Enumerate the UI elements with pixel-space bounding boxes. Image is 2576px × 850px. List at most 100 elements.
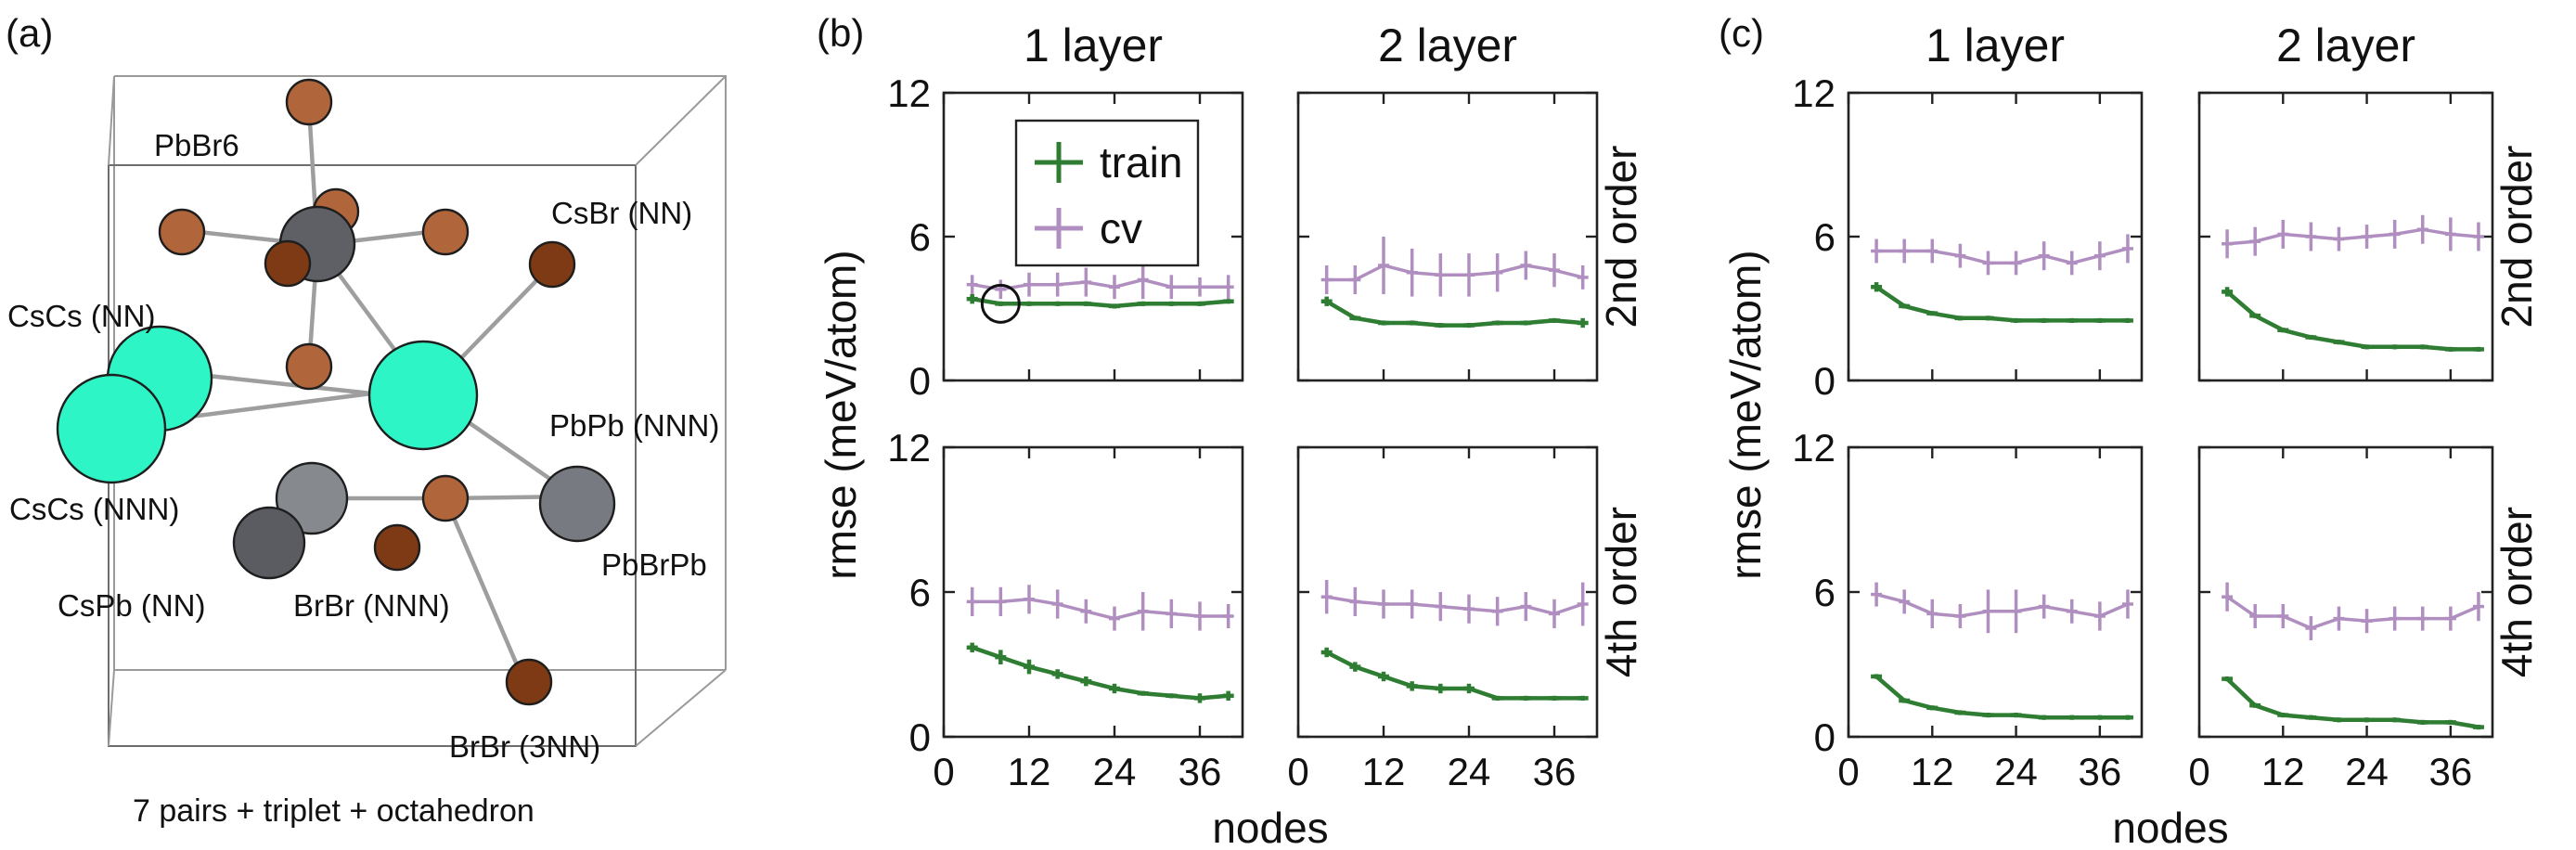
y-tick-label: 6 — [909, 215, 931, 259]
cv-series-line — [972, 277, 1229, 291]
br-atom — [158, 208, 206, 256]
label-pbbr6: PbBr6 — [154, 128, 239, 162]
x-tick-label: 12 — [1911, 750, 1954, 793]
x-tick-label: 12 — [1362, 750, 1406, 793]
x-tick-label: 24 — [1093, 750, 1137, 793]
plot-frame — [942, 445, 1244, 739]
atoms — [56, 78, 616, 706]
cv-series-line — [2226, 595, 2479, 630]
y-tick-label: 12 — [1792, 426, 1835, 470]
subplot: 0 6 12 0 12 24 36 — [887, 426, 1244, 793]
x-axis-label: nodes — [2112, 804, 2228, 850]
y-tick-label: 12 — [887, 426, 931, 470]
x-tick-label: 36 — [2428, 750, 2472, 793]
label-cspb-nn: CsPb (NN) — [58, 588, 206, 623]
y-tick-label: 6 — [1814, 571, 1835, 614]
label-pbbrpb: PbBrPb — [601, 547, 707, 582]
train-series-line — [1874, 675, 2128, 720]
y-tick-label: 6 — [909, 571, 931, 614]
y-tick-label: 0 — [1814, 715, 1835, 759]
br-atom — [421, 474, 470, 522]
row-label: 4th order — [2492, 507, 2541, 677]
train-series-line — [972, 296, 1229, 309]
subplot: 2nd order — [2197, 91, 2541, 382]
structure-caption: 7 pairs + triplet + octahedron — [133, 793, 535, 829]
y-tick-label: 6 — [1814, 215, 1835, 259]
plot-frame — [1296, 91, 1599, 382]
x-tick-label: 0 — [2188, 750, 2209, 793]
cv-series-line — [972, 598, 1229, 621]
row-label: 2nd order — [1597, 146, 1645, 328]
train-series-line — [971, 645, 1229, 701]
column-title: 1 layer — [1024, 19, 1163, 71]
x-tick-label: 12 — [2261, 750, 2305, 793]
panel-label-a: (a) — [6, 11, 53, 55]
y-tick-label: 12 — [887, 71, 931, 115]
y-tick-label: 0 — [909, 359, 931, 403]
legend-cv-label: cv — [1100, 204, 1142, 252]
x-tick-label: 24 — [1994, 750, 2038, 793]
cv-series-line — [1326, 264, 1584, 282]
subplot: 0 12 24 36 4th order — [2188, 445, 2541, 793]
column-title: 2 layer — [1378, 19, 1517, 71]
subplot: 0 6 12 — [1792, 71, 2144, 403]
legend-train-label: train — [1100, 138, 1182, 187]
highlight-circle — [980, 283, 1021, 324]
train-series-line — [1325, 650, 1583, 701]
subplot: 0 12 24 36 4th order — [1287, 445, 1645, 793]
cs-atom — [56, 373, 167, 484]
label-brbr-nnn: BrBr (NNN) — [293, 588, 450, 623]
subplot: 2nd order — [1296, 91, 1645, 382]
cv-series-line — [1326, 595, 1584, 616]
x-tick-label: 36 — [1179, 750, 1222, 793]
cv-series-line — [1876, 247, 2129, 265]
row-label: 2nd order — [2492, 146, 2541, 328]
br-atom — [528, 240, 576, 289]
plot-frame — [2197, 91, 2494, 382]
br-atom — [505, 658, 553, 706]
train-series-line — [1874, 285, 2128, 323]
label-csbr-nn: CsBr (NN) — [551, 196, 692, 230]
row-label: 4th order — [1597, 507, 1645, 677]
chart-panel-c: 1 layer 2 layer rmse (meV/atom) nodes 0 6 12 2n… — [1721, 19, 2541, 850]
x-tick-label: 0 — [1287, 750, 1308, 793]
label-pbpb-nnn: PbPb (NNN) — [549, 408, 719, 443]
subplot: 0 6 12 train cv — [887, 71, 1244, 403]
pb-atom — [232, 506, 306, 580]
br-atom — [373, 523, 421, 572]
train-series-line — [1325, 299, 1583, 328]
y-axis-label: rmse (meV/atom) — [817, 250, 865, 579]
plot-frame — [1847, 91, 2144, 382]
cv-series-line — [2226, 227, 2479, 246]
pb-atom — [538, 465, 616, 543]
cv-series-line — [1875, 592, 2129, 618]
plot-frame — [1296, 445, 1599, 739]
plot-frame — [1847, 445, 2144, 739]
panel-label-c: (c) — [1719, 11, 1764, 55]
y-tick-label: 0 — [909, 715, 931, 759]
train-series-line — [2225, 676, 2479, 729]
y-tick-label: 0 — [1814, 359, 1835, 403]
x-tick-label: 24 — [1448, 750, 1491, 793]
pb-atom — [275, 461, 349, 535]
x-tick-label: 36 — [2078, 750, 2121, 793]
column-title: 2 layer — [2276, 19, 2415, 71]
br-atom — [285, 342, 333, 391]
x-tick-label: 36 — [1533, 750, 1577, 793]
y-tick-label: 12 — [1792, 71, 1835, 115]
x-tick-label: 24 — [2345, 750, 2389, 793]
panel-label-b: (b) — [817, 11, 864, 55]
cs-atom — [367, 340, 479, 451]
label-cscs-nnn: CsCs (NNN) — [9, 492, 179, 526]
train-series-line — [2225, 290, 2479, 352]
label-cscs-nn: CsCs (NN) — [7, 299, 155, 333]
br-atom — [264, 239, 312, 288]
x-tick-label: 0 — [933, 750, 954, 793]
x-axis-label: nodes — [1212, 804, 1328, 850]
column-title: 1 layer — [1926, 19, 2065, 71]
label-brbr-3nn: BrBr (3NN) — [449, 729, 600, 764]
br-atom — [285, 78, 333, 126]
subplot: 0 6 12 0 12 24 36 — [1792, 426, 2144, 793]
chart-panel-b: 1 layer 2 layer rmse (meV/atom) nodes 0 6 12 tr… — [817, 19, 1645, 850]
